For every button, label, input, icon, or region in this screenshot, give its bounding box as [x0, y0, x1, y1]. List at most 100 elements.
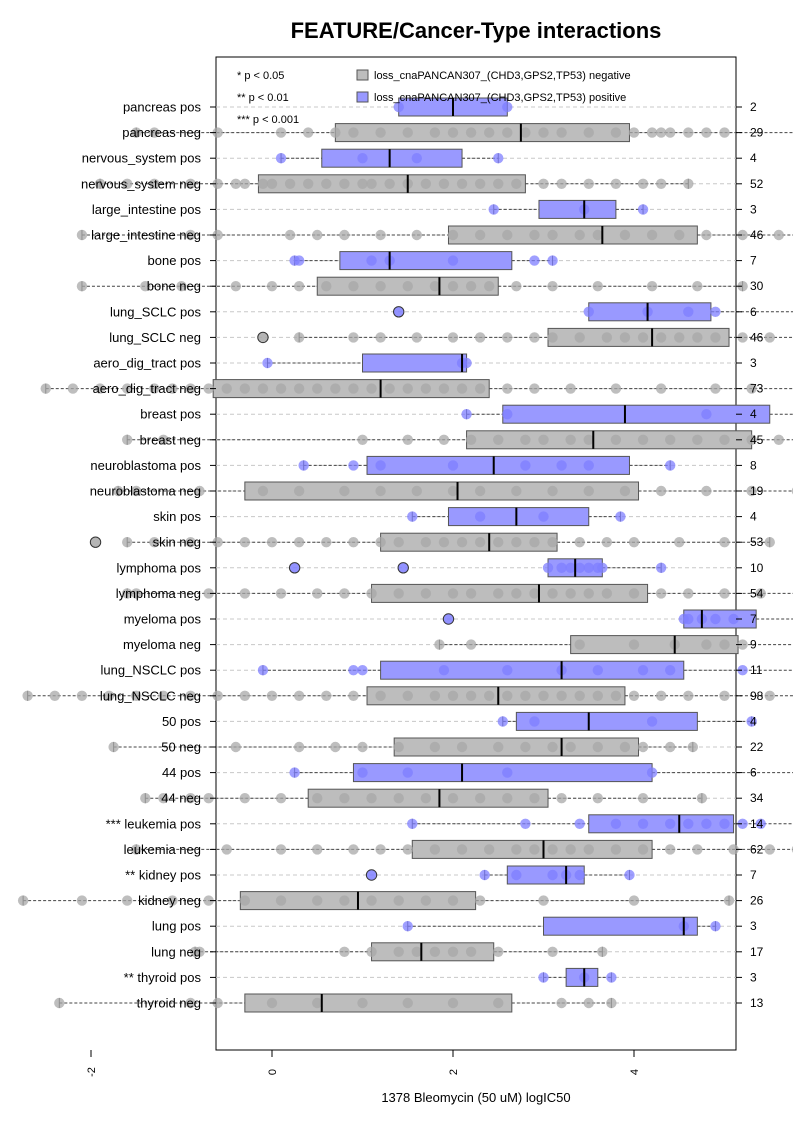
x-tick-label: -2	[86, 1067, 98, 1077]
data-point	[547, 588, 558, 599]
data-point	[737, 639, 748, 650]
data-point	[773, 434, 784, 445]
row-label: pancreas neg	[122, 125, 201, 140]
plot-marks	[17, 97, 793, 1013]
data-point	[619, 485, 631, 497]
box	[447, 225, 698, 245]
data-point	[429, 690, 441, 701]
data-point	[719, 434, 730, 445]
row-9	[257, 327, 793, 347]
data-point	[737, 281, 748, 292]
data-point	[655, 383, 667, 394]
data-point	[257, 178, 269, 189]
row-20	[442, 609, 793, 629]
data-point	[348, 537, 359, 548]
data-point	[262, 357, 273, 369]
data-point	[773, 229, 784, 241]
data-point	[293, 537, 305, 548]
data-point	[275, 588, 287, 599]
data-point	[502, 665, 513, 676]
data-point	[122, 383, 133, 394]
row-label: large_intestine pos	[92, 202, 202, 217]
data-point	[465, 281, 477, 292]
data-point	[556, 793, 567, 804]
data-point	[393, 946, 404, 957]
row-4	[488, 199, 649, 219]
data-point	[484, 127, 495, 138]
data-point	[402, 767, 413, 778]
data-point	[357, 997, 368, 1009]
data-point	[556, 460, 567, 471]
data-point	[393, 101, 404, 113]
row-label: lung pos	[152, 919, 202, 934]
data-point	[488, 204, 499, 215]
row-35	[54, 993, 617, 1013]
count-label: 4	[750, 151, 757, 165]
data-point	[637, 204, 649, 215]
data-point	[520, 741, 531, 753]
data-point	[474, 332, 486, 343]
box	[538, 199, 617, 219]
data-point	[438, 178, 450, 189]
legend-label-positive: loss_cnaPANCAN307_(CHD3,GPS2,TP53) posit…	[374, 92, 626, 104]
data-point	[429, 127, 441, 138]
data-point	[275, 153, 287, 164]
data-point	[556, 127, 567, 138]
data-point	[438, 537, 450, 548]
data-point	[529, 229, 540, 241]
data-point	[547, 229, 558, 241]
data-point	[402, 844, 413, 855]
data-point	[665, 127, 676, 138]
data-point	[402, 997, 413, 1009]
data-point	[203, 895, 214, 906]
count-label: 7	[750, 868, 757, 882]
data-point	[438, 434, 450, 445]
row-label: ** kidney pos	[125, 868, 201, 883]
data-point	[330, 127, 341, 138]
data-point	[275, 793, 287, 804]
data-point	[655, 485, 667, 497]
data-point	[456, 178, 468, 189]
data-point	[610, 818, 622, 829]
data-point	[583, 844, 594, 855]
data-point	[502, 409, 513, 420]
row-34	[538, 967, 617, 987]
data-point	[538, 127, 549, 138]
data-point	[529, 588, 540, 599]
data-point	[764, 537, 775, 548]
count-label: 62	[750, 842, 764, 856]
data-point	[194, 485, 205, 497]
data-point	[547, 485, 558, 497]
data-point	[212, 127, 223, 138]
data-point	[474, 793, 486, 804]
data-point	[407, 511, 418, 522]
data-point	[683, 690, 694, 701]
count-label: 52	[750, 177, 764, 191]
count-label: 53	[750, 535, 764, 549]
data-point	[447, 332, 459, 343]
data-point	[357, 434, 368, 445]
data-point	[366, 946, 377, 957]
data-point	[701, 485, 712, 497]
box	[380, 660, 685, 680]
data-point	[348, 281, 359, 292]
data-point	[230, 281, 241, 292]
row-label: lymphoma neg	[116, 586, 201, 601]
data-point	[429, 946, 441, 957]
data-point	[266, 690, 278, 701]
data-point	[293, 383, 305, 394]
data-point	[149, 127, 160, 138]
data-point	[447, 793, 459, 804]
data-point	[239, 588, 251, 599]
data-point	[76, 690, 88, 701]
data-point	[474, 895, 486, 906]
data-point	[565, 741, 576, 753]
data-point	[420, 588, 432, 599]
data-point	[429, 741, 441, 753]
data-point	[275, 844, 287, 855]
data-point	[520, 690, 531, 701]
data-point	[447, 485, 459, 497]
row-25	[108, 737, 699, 757]
count-label: 30	[750, 279, 764, 293]
row-label: neuroblastoma pos	[90, 458, 201, 473]
